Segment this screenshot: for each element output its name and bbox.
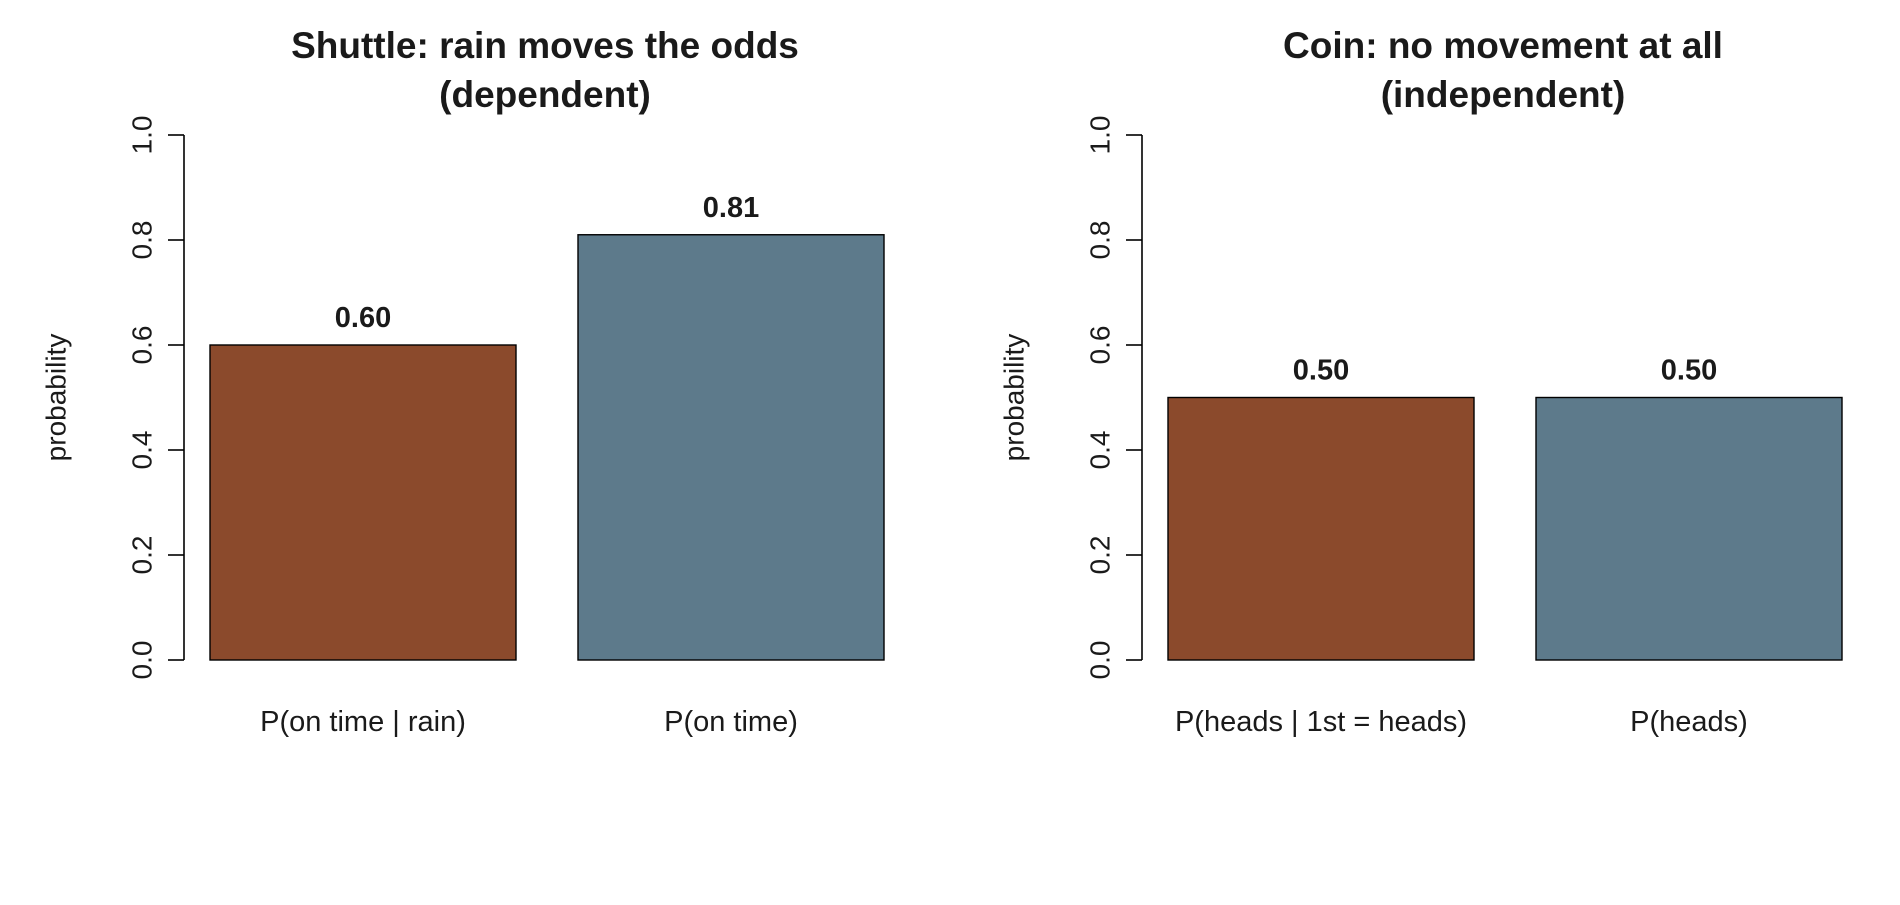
y-tick-label: 1.0 (1084, 116, 1115, 155)
bar-value-label: 0.60 (335, 302, 391, 334)
y-axis-label: probability (998, 334, 1029, 462)
chart-panel-shuttle: Shuttle: rain moves the odds (dependent) 0… (40, 25, 885, 738)
y-tick-label: 0.6 (1084, 326, 1115, 365)
bar (209, 344, 517, 661)
bar (577, 234, 885, 661)
bar (1167, 396, 1475, 661)
y-tick-label: 0.4 (1084, 431, 1115, 470)
x-category-label: P(on time) (664, 706, 798, 738)
chart-title-line: Coin: no movement at all (1283, 25, 1723, 66)
chart-title-line: Shuttle: rain moves the odds (291, 25, 799, 66)
x-category-label: P(heads) (1630, 706, 1748, 738)
x-category-label: P(heads | 1st = heads) (1175, 706, 1467, 738)
chart-title-line: (independent) (1381, 74, 1626, 115)
y-tick-label: 1.0 (126, 116, 157, 155)
y-tick-label: 0.8 (126, 221, 157, 260)
y-axis-label: probability (40, 334, 71, 462)
y-tick-label: 0.8 (1084, 221, 1115, 260)
y-tick-label: 0.6 (126, 326, 157, 365)
y-tick-label: 0.2 (126, 536, 157, 575)
y-tick-label: 0.4 (126, 431, 157, 470)
y-tick-label: 0.2 (1084, 536, 1115, 575)
bar-value-label: 0.50 (1293, 355, 1349, 387)
y-tick-label: 0.0 (1084, 641, 1115, 680)
y-tick-label: 0.0 (126, 641, 157, 680)
chart-title-line: (dependent) (439, 74, 651, 115)
x-category-label: P(on time | rain) (260, 706, 466, 738)
chart-panel-coin: Coin: no movement at all (independent) 0.0… (998, 25, 1843, 738)
bar (1535, 396, 1843, 661)
bar-value-label: 0.50 (1661, 355, 1717, 387)
bar-value-label: 0.81 (703, 192, 759, 224)
